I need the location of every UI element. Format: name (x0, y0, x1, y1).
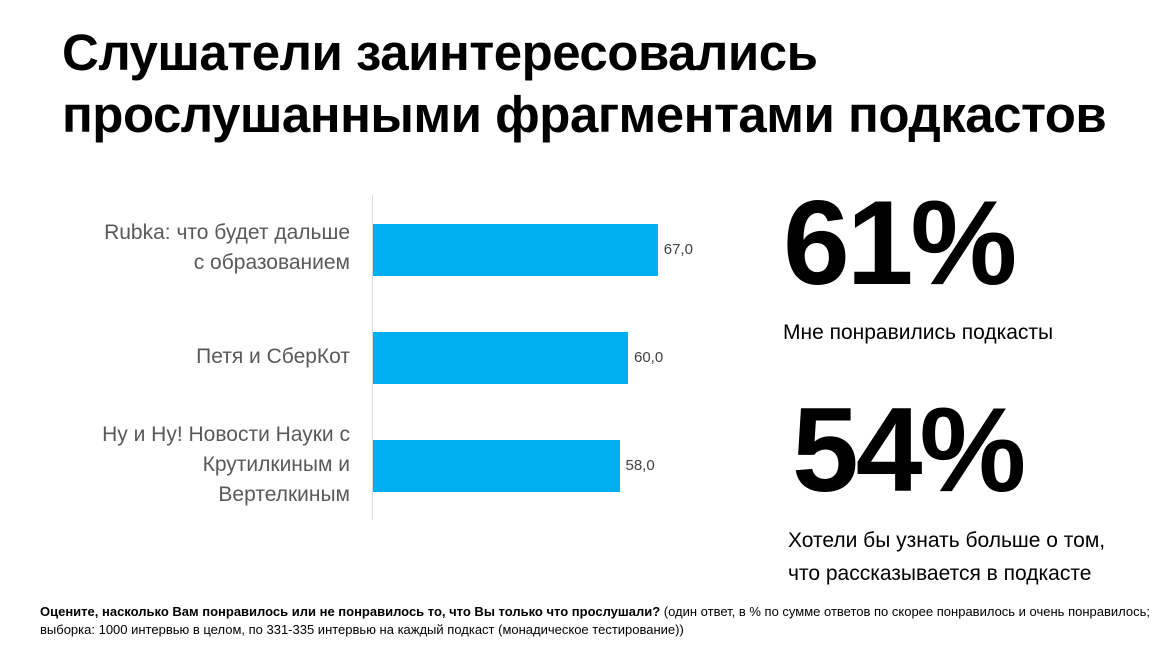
bar-nu-i-nu (373, 440, 620, 492)
stat-want-more-caption-line-1: Хотели бы узнать больше о том, (788, 529, 1106, 552)
category-label-3-line-2: Крутилкиным и (202, 453, 350, 476)
stat-liked-percent: 61% (783, 176, 1017, 310)
title-line-2: прослушанными фрагментами подкастов (62, 86, 1107, 143)
footnote-details: (один ответ, в % по сумме ответов по ско… (40, 604, 1150, 637)
stat-liked-caption: Мне понравились подкасты (783, 316, 1053, 349)
bar-value-label-2: 60,0 (634, 349, 664, 366)
category-label-1-line-2: с образованием (193, 251, 350, 274)
stat-liked-caption-line-1: Мне понравились подкасты (783, 321, 1054, 344)
category-axis-line (372, 195, 373, 520)
category-label-2-line-1: Петя и СберКот (196, 345, 350, 368)
bar-petya-i-sberkot (373, 332, 628, 384)
category-label-3-line-1: Ну и Ну! Новости Науки с (102, 423, 350, 446)
stat-want-more-caption-line-2: что рассказывается в подкасте (788, 562, 1092, 585)
bar-value-label-1: 67,0 (663, 241, 693, 258)
stat-want-more-caption: Хотели бы узнать больше о том, что расск… (788, 524, 1105, 590)
category-label-3: Ну и Ну! Новости Науки с Крутилкиным и В… (50, 420, 350, 510)
bar-value-label-3: 58,0 (625, 457, 655, 474)
category-label-3-line-3: Вертелкиным (218, 483, 350, 506)
title-line-1: Слушатели заинтересовались (62, 24, 818, 81)
category-label-1: Rubka: что будет дальше с образованием (50, 218, 350, 278)
footnote-question: Оцените, насколько Вам понравилось или н… (40, 604, 661, 619)
category-label-1-line-1: Rubka: что будет дальше (104, 221, 350, 244)
stat-want-more-percent: 54% (792, 383, 1026, 517)
footnote: Оцените, насколько Вам понравилось или н… (40, 603, 1150, 639)
category-label-2: Петя и СберКот (50, 342, 350, 372)
bar-rubka (373, 224, 658, 276)
page-title: Слушатели заинтересовались прослушанными… (62, 22, 1162, 146)
